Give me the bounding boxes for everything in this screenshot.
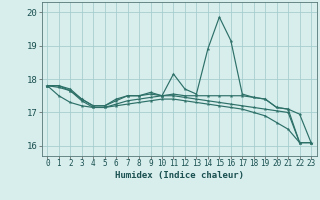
X-axis label: Humidex (Indice chaleur): Humidex (Indice chaleur) <box>115 171 244 180</box>
